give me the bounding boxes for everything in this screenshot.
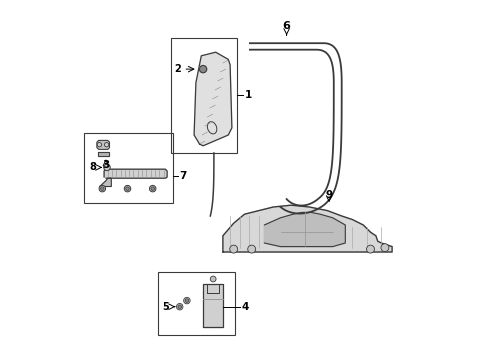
Text: 8: 8 bbox=[89, 162, 96, 172]
Circle shape bbox=[103, 164, 110, 171]
Bar bbox=[170, 38, 237, 153]
Bar bbox=[84, 133, 172, 203]
Circle shape bbox=[151, 187, 154, 190]
Polygon shape bbox=[98, 152, 108, 156]
Circle shape bbox=[125, 187, 129, 190]
Circle shape bbox=[104, 143, 108, 147]
Text: 5: 5 bbox=[163, 302, 169, 312]
Polygon shape bbox=[194, 52, 231, 146]
Circle shape bbox=[247, 245, 255, 253]
Polygon shape bbox=[204, 285, 222, 327]
Circle shape bbox=[149, 185, 156, 192]
Circle shape bbox=[176, 303, 183, 310]
Polygon shape bbox=[97, 140, 109, 149]
Text: 2: 2 bbox=[173, 64, 180, 74]
Polygon shape bbox=[223, 205, 391, 252]
Circle shape bbox=[380, 244, 388, 252]
Text: 4: 4 bbox=[241, 302, 248, 312]
Circle shape bbox=[99, 185, 105, 192]
Text: 9: 9 bbox=[325, 190, 332, 200]
Circle shape bbox=[97, 143, 102, 147]
Polygon shape bbox=[104, 169, 167, 178]
Text: 1: 1 bbox=[244, 90, 251, 100]
Circle shape bbox=[178, 305, 181, 309]
Circle shape bbox=[229, 245, 237, 253]
Circle shape bbox=[101, 187, 104, 190]
Polygon shape bbox=[100, 178, 111, 186]
Circle shape bbox=[183, 297, 190, 304]
Bar bbox=[158, 272, 235, 335]
Polygon shape bbox=[264, 212, 345, 247]
Circle shape bbox=[199, 66, 206, 73]
Text: 6: 6 bbox=[282, 21, 290, 31]
Circle shape bbox=[185, 299, 188, 302]
Circle shape bbox=[210, 276, 216, 282]
Text: 3: 3 bbox=[102, 159, 109, 170]
Text: 7: 7 bbox=[179, 171, 186, 181]
Circle shape bbox=[124, 185, 130, 192]
Circle shape bbox=[366, 245, 374, 253]
